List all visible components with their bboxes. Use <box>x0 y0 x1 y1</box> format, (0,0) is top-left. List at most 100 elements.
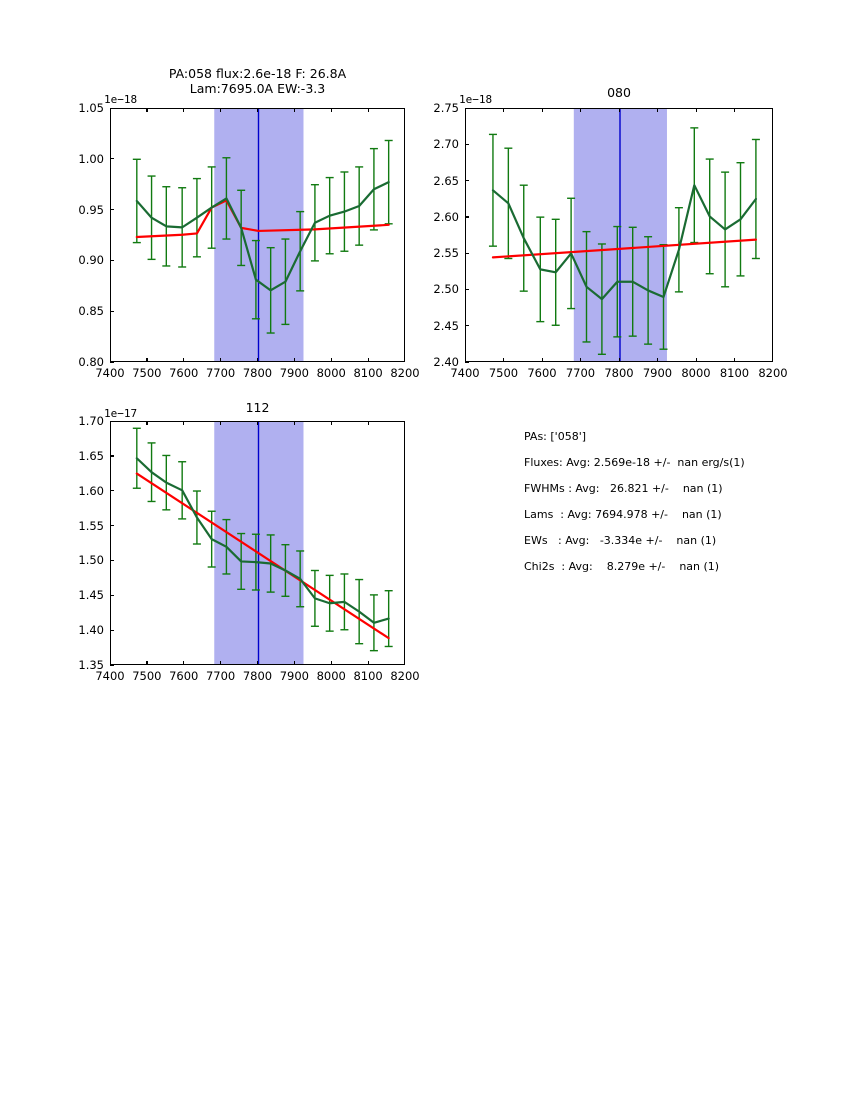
x-tick-label: 8000 <box>316 669 346 683</box>
y-tick-label: 0.95 <box>78 202 104 217</box>
x-tick-label: 7600 <box>527 366 557 380</box>
x-tick-mark <box>695 358 697 362</box>
y-tick-label: 0.85 <box>78 304 104 319</box>
x-tick-mark <box>293 661 296 665</box>
x-tick-mark <box>503 358 505 362</box>
x-tick-label: 7400 <box>450 366 480 380</box>
y-tick-mark <box>110 107 114 109</box>
x-tick-mark-top <box>146 421 148 425</box>
x-tick-mark-top <box>146 108 148 112</box>
y-tick-label: 0.80 <box>78 355 104 369</box>
x-tick-mark-top <box>367 108 369 112</box>
summary-text-block: PAs: ['058'] Fluxes: Avg: 2.569e-18 +/- … <box>524 430 824 590</box>
x-tick-mark <box>257 358 259 362</box>
x-tick-label: 7600 <box>169 366 199 380</box>
x-tick-label: 7500 <box>488 366 519 380</box>
y-tick-mark <box>110 629 114 631</box>
y-tick-mark <box>465 180 469 182</box>
x-tick-mark <box>618 358 620 362</box>
x-tick-mark-top <box>220 108 222 112</box>
y-tick-mark <box>465 107 469 109</box>
x-tick-mark <box>183 358 185 362</box>
panel-2: 080 1e−18 2.40 2.45 2.50 2.55 2.60 2.65 2.70 2.… <box>425 0 850 390</box>
x-tick-mark-top <box>618 108 620 112</box>
x-tick-mark <box>541 358 543 362</box>
y-tick-mark <box>110 361 114 363</box>
x-tick-label: 7700 <box>205 669 236 683</box>
y-tick-label: 1.65 <box>78 448 104 463</box>
x-tick-mark <box>220 661 222 665</box>
x-tick-label: 8000 <box>681 366 711 380</box>
x-tick-label: 7600 <box>169 669 199 683</box>
y-tick-label: 1.60 <box>78 483 104 498</box>
x-tick-mark-top <box>580 108 582 112</box>
x-tick-label: 7400 <box>95 669 125 683</box>
x-tick-label: 7700 <box>205 366 236 380</box>
summary-line-fwhms: FWHMs : Avg: 26.821 +/- nan (1) <box>524 482 723 495</box>
x-tick-mark <box>367 661 369 665</box>
x-tick-mark-top <box>541 108 543 112</box>
x-tick-mark <box>330 358 332 362</box>
y-tick-mark <box>110 594 114 596</box>
summary-line-lams: Lams : Avg: 7694.978 +/- nan (1) <box>524 508 722 521</box>
y-tick-mark <box>110 664 114 666</box>
summary-line-chi2s: Chi2s : Avg: 8.279e +/- nan (1) <box>524 560 720 573</box>
y-tick-label: 1.50 <box>78 553 104 568</box>
y-tick-label: 2.50 <box>433 282 459 297</box>
y-tick-mark <box>110 455 114 457</box>
y-tick-mark <box>465 361 469 363</box>
y-tick-mark <box>465 216 469 218</box>
y-tick-label: 2.60 <box>433 209 459 224</box>
y-tick-label: 1.00 <box>78 151 104 166</box>
x-tick-label: 7800 <box>604 366 634 380</box>
y-tick-mark <box>110 559 114 562</box>
x-tick-mark-top <box>734 108 736 112</box>
x-tick-label: 8200 <box>390 366 420 380</box>
x-tick-mark-top <box>257 108 259 112</box>
x-tick-label: 7800 <box>242 366 273 380</box>
y-tick-label: 1.35 <box>78 658 104 672</box>
x-tick-mark-top <box>503 108 505 112</box>
x-tick-label: 7900 <box>279 366 310 380</box>
panel-3-axes <box>110 421 405 665</box>
x-tick-mark <box>183 661 185 665</box>
y-tick-mark <box>110 490 114 492</box>
y-tick-mark <box>465 325 469 327</box>
x-tick-mark-top <box>220 421 222 425</box>
x-tick-mark-top <box>330 108 332 112</box>
panel-1-y-offset-label: 1e−18 <box>104 93 138 106</box>
y-tick-label: 1.55 <box>78 518 104 533</box>
x-tick-label: 8000 <box>316 366 346 380</box>
x-tick-mark <box>257 661 259 665</box>
x-tick-mark-top <box>257 421 259 425</box>
y-tick-mark <box>110 259 114 262</box>
x-tick-label: 7900 <box>279 669 310 683</box>
y-tick-label: 2.70 <box>433 137 459 152</box>
x-tick-mark <box>146 358 148 362</box>
x-tick-label: 8100 <box>353 669 383 683</box>
x-tick-label: 7500 <box>132 366 162 380</box>
panel-3-title: 112 <box>245 400 270 415</box>
panel-2-y-offset-label: 1e−18 <box>459 93 493 106</box>
y-tick-label: 1.40 <box>78 623 104 638</box>
x-tick-mark <box>293 358 296 362</box>
panel-1-title: PA:058 flux:2.6e-18 F: 26.8A Lam:7695.0A… <box>168 66 347 96</box>
x-tick-label: 8200 <box>390 669 420 683</box>
y-tick-mark <box>465 288 469 291</box>
x-tick-mark-top <box>183 421 185 425</box>
y-tick-label: 1.05 <box>78 101 104 115</box>
x-tick-mark-top <box>330 421 332 425</box>
x-tick-mark-top <box>293 421 296 425</box>
panel-2-axes <box>465 108 773 362</box>
x-tick-mark-top <box>695 108 697 112</box>
x-tick-mark-top <box>367 421 369 425</box>
x-tick-mark-top <box>183 108 185 112</box>
x-tick-label: 7700 <box>565 366 596 380</box>
x-tick-mark <box>657 358 659 362</box>
y-tick-label: 1.70 <box>78 414 104 428</box>
x-tick-label: 7500 <box>132 669 162 683</box>
x-tick-mark-top <box>657 108 659 112</box>
y-tick-mark <box>110 209 114 211</box>
panel-1-axes <box>110 108 405 362</box>
